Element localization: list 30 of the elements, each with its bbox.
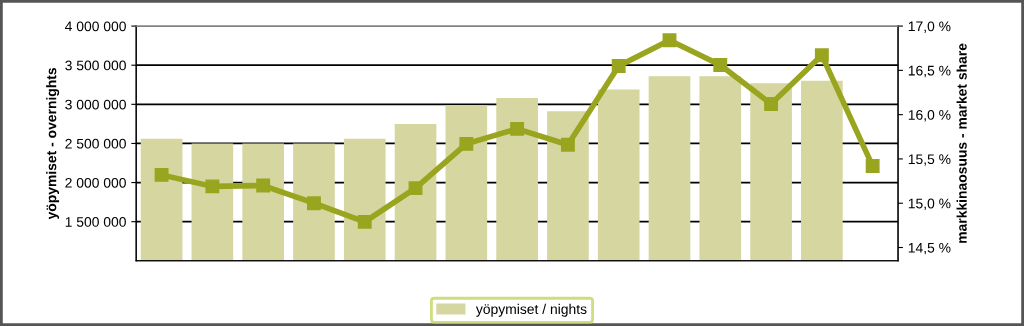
point <box>560 137 575 152</box>
point <box>357 214 372 229</box>
point <box>408 181 423 196</box>
point <box>814 48 829 63</box>
y-axis-title: yöpymiset - overnights <box>46 67 60 220</box>
point <box>256 178 271 193</box>
point <box>510 121 525 136</box>
y2-tick-label: 15,0 % <box>908 198 951 211</box>
y-tick-label: 2 000 000 <box>65 177 126 188</box>
y-tick-label: 3 000 000 <box>65 99 126 110</box>
y2-tick-label: 15,5 % <box>908 154 951 166</box>
point <box>764 97 779 111</box>
y2-axis-title: markkinaosuus - market share <box>956 43 967 243</box>
y2-tick-label: 17,0 % <box>908 21 951 33</box>
point <box>713 58 728 72</box>
y-tick-label: 3 500 000 <box>65 60 126 71</box>
point <box>611 58 626 73</box>
y2-tick-label: 16,0 % <box>908 109 951 122</box>
legend-label: yöpymiset / nights <box>475 303 587 317</box>
point <box>662 33 677 48</box>
point <box>205 179 220 194</box>
point <box>154 167 169 182</box>
point <box>459 136 474 151</box>
y-tick-label: 2 500 000 <box>65 138 126 149</box>
y2-tick-label: 14,5 % <box>908 242 951 255</box>
y2-tick-label: 16,5 % <box>908 65 951 78</box>
y-tick-label: 1 500 000 <box>65 217 126 227</box>
point <box>865 159 880 173</box>
y-tick-label: 4 000 000 <box>65 21 126 32</box>
point <box>307 196 321 211</box>
